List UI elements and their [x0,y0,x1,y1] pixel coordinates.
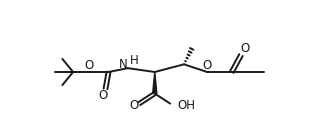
Text: O: O [240,42,250,55]
Text: O: O [129,99,139,112]
Text: O: O [99,89,108,102]
Text: O: O [203,59,212,72]
Text: OH: OH [177,99,195,112]
Text: O: O [84,59,93,72]
Text: N: N [119,58,128,71]
Text: H: H [130,54,139,67]
Polygon shape [153,72,157,94]
